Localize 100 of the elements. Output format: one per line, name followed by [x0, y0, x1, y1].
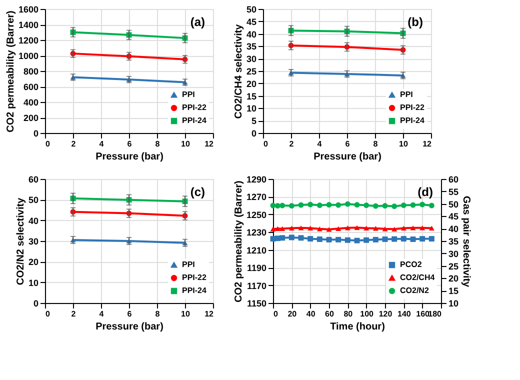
y2-tick-label: 60 — [448, 174, 459, 184]
point — [354, 225, 360, 230]
y-tick-label: 1250 — [246, 210, 266, 220]
y-tick-label: 45 — [246, 16, 256, 27]
y-axis-title: CO2/CH4 selectivity — [233, 24, 244, 119]
legend-label: PPI-24 — [400, 116, 426, 125]
y-tick-label: 10 — [28, 278, 38, 288]
x-tick-label: 2 — [71, 310, 76, 318]
y-tick-label: 1600 — [18, 4, 38, 14]
y2-tick-label: 35 — [448, 236, 459, 246]
point — [364, 202, 370, 208]
legend-label: CO2/CH4 — [400, 273, 436, 282]
point — [392, 226, 398, 232]
y-tick-label: 30 — [28, 236, 38, 246]
x-tick-label: 12 — [422, 140, 432, 148]
y-axis-title: CO2 permeability (Barrer) — [5, 10, 16, 132]
point — [392, 204, 398, 210]
x-tick-label: 120 — [378, 310, 393, 318]
legend-label: PPI-22 — [400, 103, 426, 112]
y2-tick-label: 10 — [448, 298, 459, 308]
y-tick-label: 20 — [28, 257, 38, 268]
y2-tick-label: 15 — [448, 286, 459, 296]
point — [308, 226, 314, 230]
legend-label: PPI-22 — [182, 103, 208, 112]
point — [420, 202, 426, 208]
y-tick-label: 1190 — [246, 263, 266, 274]
y-tick-label: 800 — [23, 66, 38, 76]
x-tick-label: 12 — [204, 140, 214, 148]
x-tick-label: 12 — [204, 310, 214, 318]
legend-label: PPI — [182, 260, 195, 269]
annotation: (b) — [408, 15, 423, 29]
point — [344, 201, 350, 207]
legend-label: PPI-22 — [182, 273, 208, 282]
point — [326, 202, 332, 208]
y-tick-label: 35 — [246, 42, 256, 52]
legend-label: CO2/N2 — [400, 286, 430, 295]
y-tick-label: 20 — [246, 78, 256, 89]
point — [382, 203, 388, 209]
x-axis-title: Pressure (bar) — [96, 152, 164, 162]
y2-tick-label: 45 — [448, 212, 459, 222]
x-tick-label: 4 — [99, 310, 104, 318]
y-tick-label: 1200 — [18, 36, 38, 46]
y-tick-label: 15 — [246, 91, 256, 102]
y-tick-label: 60 — [28, 174, 38, 184]
legend-label: PPI-24 — [182, 286, 208, 295]
y-tick-label: 0 — [33, 128, 38, 138]
y-tick-label: 10 — [246, 104, 256, 114]
point — [372, 226, 378, 231]
point — [274, 203, 280, 209]
point — [316, 202, 322, 208]
y2-tick-label: 40 — [448, 224, 459, 234]
y-axis-title: CO2 permeability (Barrer) — [233, 180, 244, 302]
point — [288, 203, 294, 209]
point — [400, 202, 406, 208]
y-tick-label: 200 — [23, 113, 38, 123]
x-tick-label: 2 — [289, 140, 294, 148]
y2-tick-label: 20 — [448, 274, 459, 284]
point — [428, 226, 434, 230]
legend-label: PPI-24 — [182, 116, 208, 125]
y2-tick-label: 50 — [448, 199, 459, 210]
x-axis-title: Pressure (bar) — [314, 152, 382, 162]
annotation: (d) — [418, 185, 433, 199]
y-tick-label: 1150 — [246, 298, 266, 308]
x-tick-label: 140 — [397, 310, 412, 318]
y2-axis-title: Gas pair selectivity — [460, 196, 472, 288]
y-tick-label: 1230 — [246, 228, 266, 238]
y-tick-label: 400 — [23, 98, 38, 108]
point — [270, 226, 276, 232]
point — [420, 225, 426, 230]
y-tick-label: 1210 — [246, 245, 266, 256]
y-tick-label: 40 — [246, 29, 256, 40]
point — [354, 202, 360, 208]
x-tick-label: 2 — [71, 140, 76, 148]
x-axis-title: Pressure (bar) — [96, 322, 164, 332]
x-tick-label: 6 — [127, 140, 132, 148]
y-tick-label: 25 — [246, 66, 256, 76]
y-tick-label: 1270 — [246, 192, 266, 202]
point — [288, 226, 294, 230]
legend-label: PPI — [182, 90, 195, 99]
point — [280, 202, 286, 208]
annotation: (a) — [190, 15, 205, 29]
x-tick-label: 10 — [181, 310, 190, 318]
point — [316, 226, 322, 232]
x-tick-label: 8 — [155, 310, 160, 318]
y-tick-label: 600 — [23, 82, 38, 92]
point — [280, 226, 286, 231]
y-tick-label: 30 — [246, 54, 256, 64]
y-tick-label: 0 — [33, 298, 38, 308]
x-tick-label: 0 — [46, 310, 50, 318]
point — [400, 226, 406, 230]
point — [336, 202, 342, 208]
x-tick-label: 6 — [345, 140, 350, 148]
x-tick-label: 180 — [428, 310, 442, 318]
x-tick-label: 6 — [127, 310, 132, 318]
x-tick-label: 40 — [306, 310, 316, 318]
point — [428, 202, 434, 208]
y2-tick-label: 30 — [448, 248, 459, 259]
x-tick-label: 0 — [46, 140, 50, 148]
point — [410, 202, 416, 208]
y-tick-label: 5 — [251, 116, 256, 126]
